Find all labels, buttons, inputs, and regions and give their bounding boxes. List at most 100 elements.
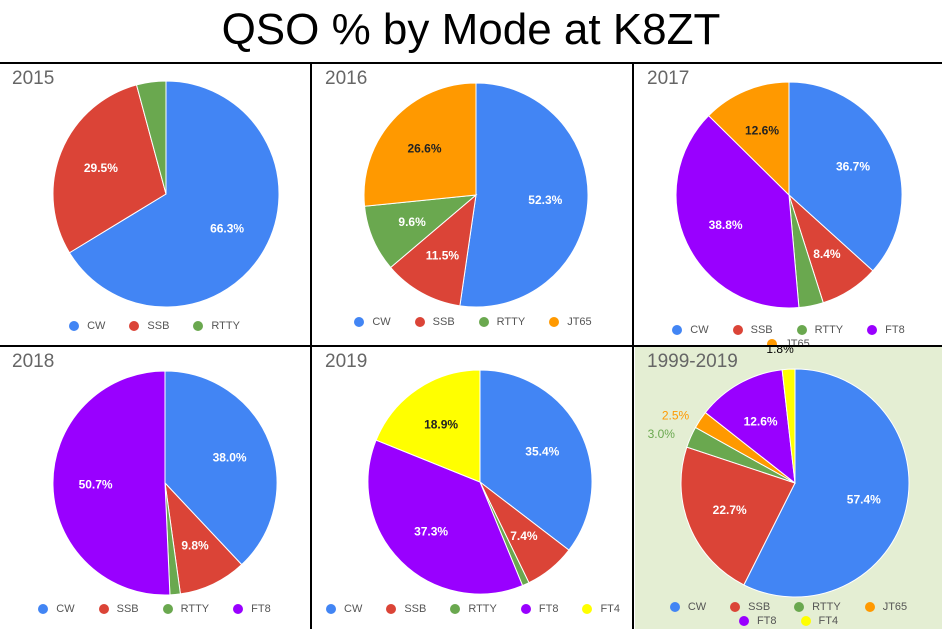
legend-swatch bbox=[38, 604, 49, 614]
pie-slice-cw bbox=[743, 368, 910, 598]
slice-label-ssb: 29.5% bbox=[84, 161, 118, 175]
pie-title: 2015 bbox=[12, 68, 55, 89]
slice-label-ft4: 1.8% bbox=[766, 347, 794, 356]
pie-slice-cw bbox=[459, 82, 589, 308]
pie-panel-3: 2018 38.0% 9.8% 50.7% CW SSB RTTY FT8 bbox=[0, 347, 309, 629]
legend-label: FT4 bbox=[600, 603, 620, 615]
grid-line-left bbox=[310, 64, 312, 629]
pie-title: 2017 bbox=[647, 68, 690, 89]
legend-item-cw: CW bbox=[672, 324, 709, 336]
legend-label: CW bbox=[372, 316, 391, 328]
pie-chart: 38.0% 9.8% 50.7% bbox=[52, 370, 278, 596]
legend-swatch bbox=[800, 616, 811, 626]
legend-swatch bbox=[69, 321, 80, 331]
pie-chart: 52.3% 11.5% 9.6% 26.6% bbox=[363, 82, 589, 308]
slice-label-ssb: 9.8% bbox=[181, 539, 209, 553]
legend-swatch bbox=[129, 321, 140, 331]
legend-swatch bbox=[582, 604, 593, 614]
slice-label-ssb: 22.7% bbox=[713, 503, 747, 517]
legend-label: SSB bbox=[404, 603, 427, 615]
pie-slice-ft8 bbox=[52, 370, 171, 596]
pie-slice-jt65 bbox=[363, 82, 477, 207]
legend-label: FT8 bbox=[538, 603, 559, 615]
slice-label-cw: 52.3% bbox=[528, 193, 562, 207]
legend-swatch bbox=[326, 604, 336, 614]
legend-item-jt65: JT65 bbox=[864, 601, 907, 613]
grid-line-middle bbox=[0, 345, 942, 347]
pie-slice-cw bbox=[68, 80, 280, 308]
slice-label-ft8: 12.6% bbox=[744, 414, 778, 428]
legend-label: CW bbox=[687, 601, 707, 613]
legend-swatch bbox=[386, 604, 397, 614]
legend-item-ft8: FT8 bbox=[867, 324, 905, 336]
pie-slice-ft8 bbox=[675, 114, 800, 309]
pie-panel-0: 2015 66.3% 29.5% CW SSB RTTY bbox=[0, 64, 309, 345]
pie-slice-ssb bbox=[52, 84, 167, 254]
legend-label: SSB bbox=[116, 603, 139, 615]
pie-slice-ssb bbox=[389, 193, 477, 307]
legend: CW SSB RTTY bbox=[0, 320, 309, 332]
slice-label-ssb: 8.4% bbox=[813, 247, 841, 261]
main-title: QSO % by Mode at K8ZT bbox=[221, 5, 721, 54]
pie-panel-5: 1999-2019 57.4% 22.7% 3.0% 2.5% 12.6% 1.8% CW SS… bbox=[635, 347, 942, 629]
pie-slice-ft8 bbox=[704, 369, 796, 485]
legend-item-cw: CW bbox=[354, 316, 391, 328]
legend-item-cw: CW bbox=[326, 603, 362, 615]
legend-item-rtty: RTTY bbox=[796, 324, 844, 336]
pie-chart: 57.4% 22.7% 3.0% 2.5% 12.6% 1.8% bbox=[648, 347, 910, 598]
grid-line-right bbox=[632, 64, 634, 629]
legend-swatch bbox=[354, 317, 365, 327]
legend-label: RTTY bbox=[812, 601, 841, 613]
legend-swatch bbox=[193, 321, 204, 331]
legend-item-jt65: JT65 bbox=[767, 338, 810, 345]
pie-panel-4: 2019 35.4% 7.4% 37.3% 18.9% CW SSB RTTY FT8 FT4 bbox=[313, 347, 633, 629]
pie-chart: 66.3% 29.5% bbox=[52, 80, 280, 308]
legend-label: FT8 bbox=[251, 603, 271, 615]
pie-slice-ft4 bbox=[375, 369, 481, 483]
pie-panel-1: 2016 52.3% 11.5% 9.6% 26.6% CW SSB RTTY JT65 bbox=[313, 64, 633, 345]
slice-label-jt65: 12.6% bbox=[745, 123, 779, 137]
legend-item-ft4: FT4 bbox=[582, 603, 620, 615]
legend-item-ssb: SSB bbox=[414, 316, 455, 328]
slice-label-ft8: 38.8% bbox=[709, 218, 743, 232]
pie-slice-cw bbox=[164, 370, 278, 566]
slice-label-cw: 35.4% bbox=[525, 444, 559, 458]
slice-label-cw: 66.3% bbox=[210, 221, 244, 235]
legend-item-ft8: FT8 bbox=[738, 615, 777, 627]
legend-label: FT4 bbox=[818, 615, 839, 627]
legend-label: FT8 bbox=[756, 615, 777, 627]
legend-label: RTTY bbox=[814, 324, 844, 336]
legend-swatch bbox=[549, 317, 560, 327]
slice-label-cw: 36.7% bbox=[836, 160, 870, 174]
legend-item-ssb: SSB bbox=[386, 603, 426, 615]
legend-swatch bbox=[794, 602, 805, 612]
slice-label-jt65: 26.6% bbox=[407, 141, 441, 155]
legend-label: FT8 bbox=[885, 324, 905, 336]
legend-swatch bbox=[669, 602, 680, 612]
legend-label: SSB bbox=[748, 601, 771, 613]
slice-label-ft4: 18.9% bbox=[424, 417, 458, 431]
legend-item-jt65: JT65 bbox=[549, 316, 592, 328]
legend-swatch bbox=[414, 317, 425, 327]
pie-slice-cw bbox=[479, 369, 593, 551]
pie-chart: 36.7% 8.4% 38.8% 12.6% bbox=[675, 81, 903, 309]
legend-item-cw: CW bbox=[69, 320, 105, 332]
legend-label: CW bbox=[344, 603, 363, 615]
pie-title: 2018 bbox=[12, 351, 55, 372]
legend-label: CW bbox=[56, 603, 75, 615]
legend-swatch bbox=[864, 602, 875, 612]
pie-title: 2016 bbox=[325, 68, 368, 89]
slice-label-jt65: 2.5% bbox=[662, 408, 690, 422]
legend-swatch bbox=[732, 325, 743, 335]
legend-swatch bbox=[767, 339, 778, 345]
legend-item-rtty: RTTY bbox=[478, 316, 525, 328]
legend-item-rtty: RTTY bbox=[794, 601, 841, 613]
pie-slice-jt65 bbox=[707, 81, 790, 197]
legend-item-ft4: FT4 bbox=[800, 615, 839, 627]
legend-swatch bbox=[233, 604, 244, 614]
pie-slice-ft8 bbox=[367, 439, 524, 595]
pie-slice-cw bbox=[788, 81, 903, 272]
pie-slice-ft4 bbox=[781, 368, 796, 484]
legend-swatch bbox=[796, 325, 807, 335]
slice-label-ft8: 50.7% bbox=[79, 478, 113, 492]
